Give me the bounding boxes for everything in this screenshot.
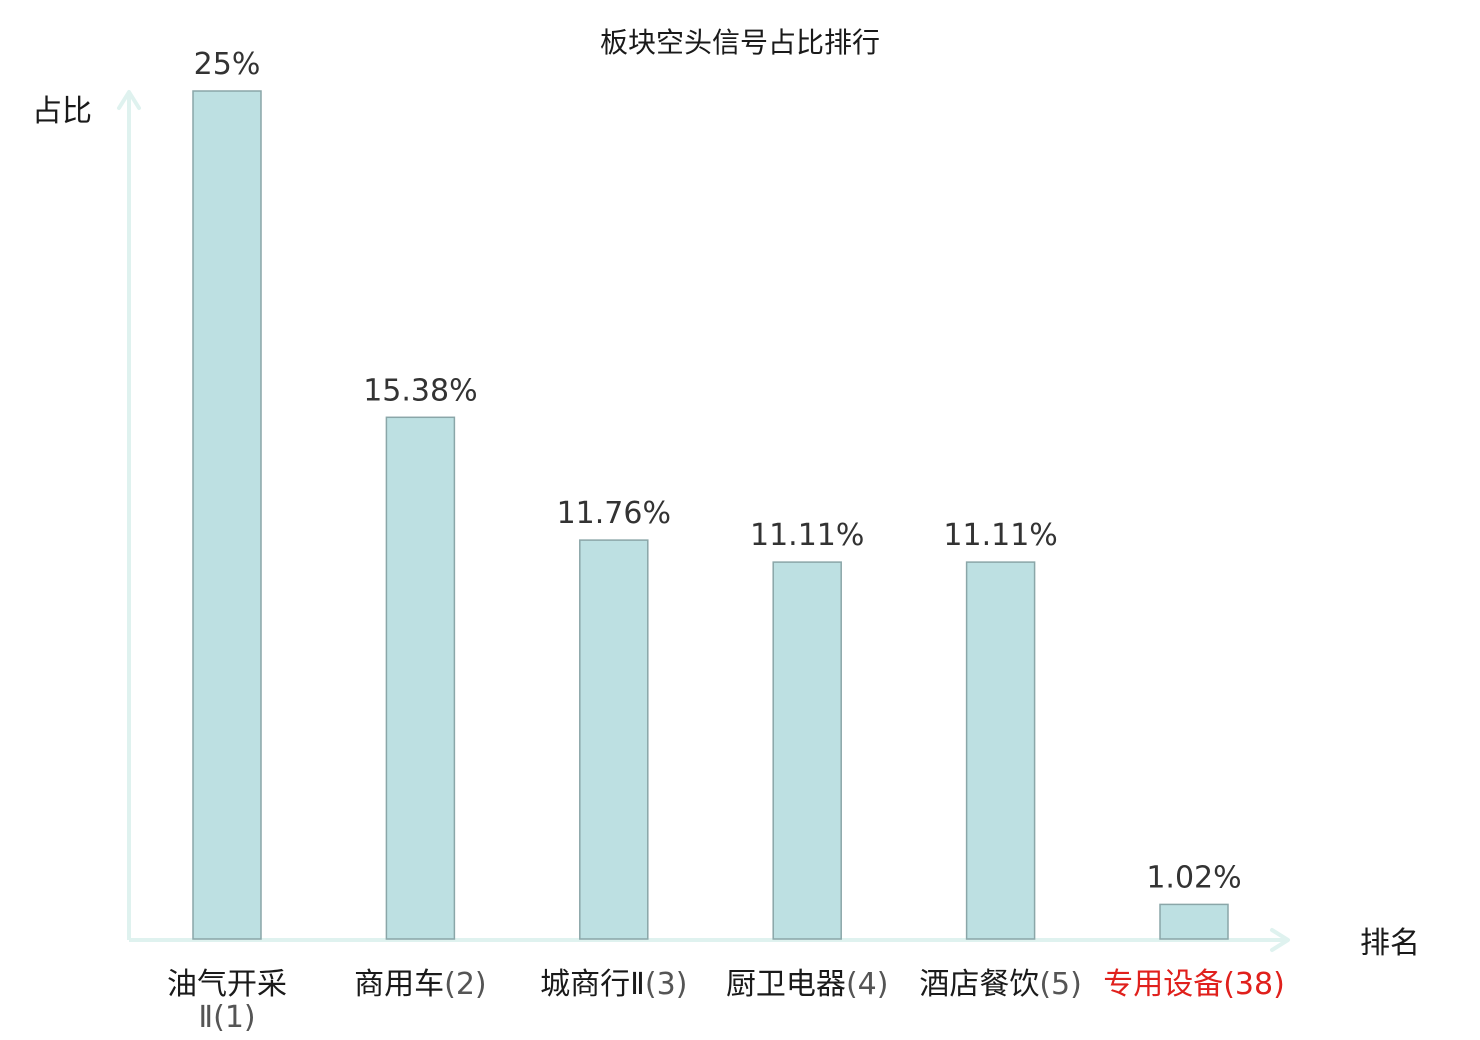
value-label-5: 1.02%: [1146, 860, 1241, 895]
y-axis-arrow-icon: [117, 90, 141, 110]
chart-title: 板块空头信号占比排行: [600, 26, 880, 59]
value-labels-group: 25% 15.38% 11.76% 11.11% 11.11% 1.02%: [194, 47, 1242, 895]
category-label-0: 油气开采 Ⅱ(1): [167, 967, 287, 1035]
category-labels-group: 油气开采 Ⅱ(1) 商用车(2) 城商行Ⅱ(3) 厨卫电器(4) 酒店餐饮(5) 专用设备(…: [167, 967, 1285, 1035]
value-label-4: 11.11%: [943, 518, 1057, 553]
category-label-2: 城商行Ⅱ(3): [540, 967, 687, 1002]
category-label-3: 厨卫电器(4): [726, 967, 889, 1002]
category-label-4: 酒店餐饮(5): [919, 967, 1082, 1002]
y-axis-label: 占比: [32, 94, 92, 129]
axes: [117, 90, 1290, 952]
bar-3: [772, 561, 842, 940]
bar-0: [192, 90, 262, 940]
bar-5: [1159, 903, 1229, 940]
bar-2: [579, 539, 649, 940]
bar-4: [965, 561, 1036, 940]
x-axis-arrow-icon: [1270, 928, 1290, 952]
value-label-0: 25%: [194, 47, 261, 82]
bars-group: [192, 90, 1229, 940]
value-label-2: 11.76%: [557, 496, 671, 531]
x-axis-label: 排名: [1360, 926, 1420, 961]
category-label-1: 商用车(2): [354, 967, 487, 1002]
value-label-1: 15.38%: [363, 373, 477, 408]
category-label-5: 专用设备(38): [1103, 967, 1285, 1002]
bar-1: [385, 416, 456, 940]
value-label-3: 11.11%: [750, 518, 864, 553]
